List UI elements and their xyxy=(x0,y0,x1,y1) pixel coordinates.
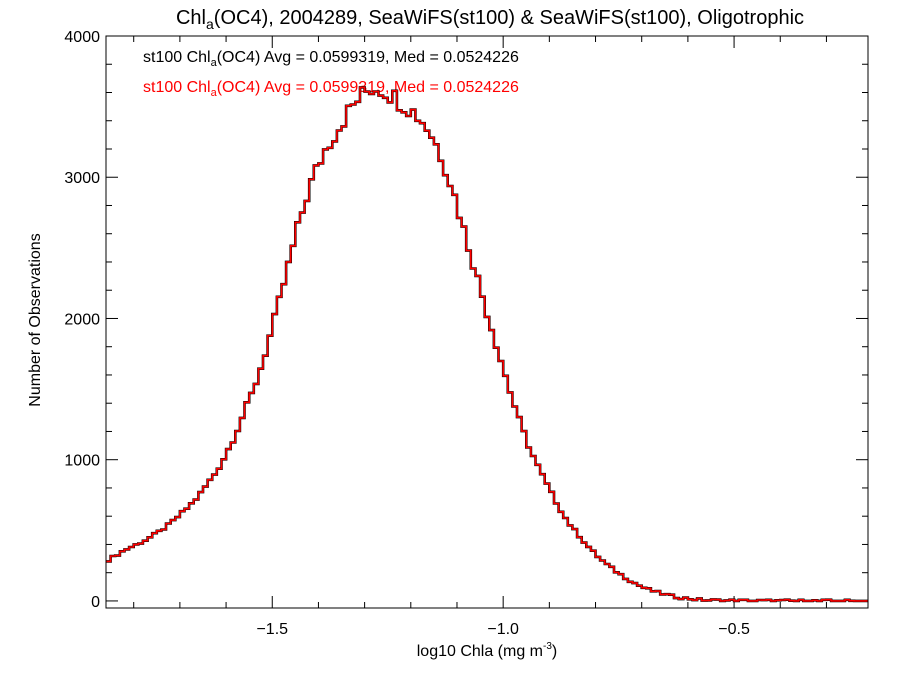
ticks-layer: −1.5 −1.0 −0.5 0 1000 2000 3000 4000 xyxy=(64,29,868,638)
histogram-series-red xyxy=(106,86,868,602)
x-axis-label-text: log10 Chla (mg m xyxy=(417,643,543,660)
ann0-rest: (OC4) Avg = 0.0599319, Med = 0.0524226 xyxy=(217,49,519,66)
series-layer xyxy=(106,86,868,603)
y-tick-label: 2000 xyxy=(64,311,100,328)
ann1-rest: (OC4) Avg = 0.0599319, Med = 0.0524226 xyxy=(217,79,519,96)
ann1-sub: a xyxy=(211,87,218,99)
ann0-prefix: st100 Chl xyxy=(143,49,211,66)
histogram-series-black xyxy=(106,86,868,603)
title-rest: (OC4), 2004289, SeaWiFS(st100) & SeaWiFS… xyxy=(214,7,804,29)
ann0-sub: a xyxy=(211,57,218,69)
x-tick-label: −1.0 xyxy=(487,621,519,638)
x-tick-label: −0.5 xyxy=(718,621,750,638)
x-axis-label: log10 Chla (mg m-3) xyxy=(417,641,558,660)
x-axis-label-sup: -3 xyxy=(543,641,552,652)
stats-annotation-red: st100 Chla(OC4) Avg = 0.0599319, Med = 0… xyxy=(143,79,519,99)
title-subscript: a xyxy=(206,16,214,32)
y-tick-label: 1000 xyxy=(64,453,100,470)
y-tick-label: 0 xyxy=(91,594,100,611)
plot-frame xyxy=(105,35,869,609)
y-tick-label: 4000 xyxy=(64,29,100,46)
title-prefix: Chl xyxy=(176,7,206,29)
y-tick-label: 3000 xyxy=(64,170,100,187)
chart-title: Chla(OC4), 2004289, SeaWiFS(st100) & Sea… xyxy=(176,7,804,32)
y-axis-label: Number of Observations xyxy=(27,233,44,406)
stats-annotation-black: st100 Chla(OC4) Avg = 0.0599319, Med = 0… xyxy=(143,49,519,69)
x-axis-label-close: ) xyxy=(552,643,557,660)
x-tick-label: −1.5 xyxy=(256,621,288,638)
ann1-prefix: st100 Chl xyxy=(143,79,211,96)
